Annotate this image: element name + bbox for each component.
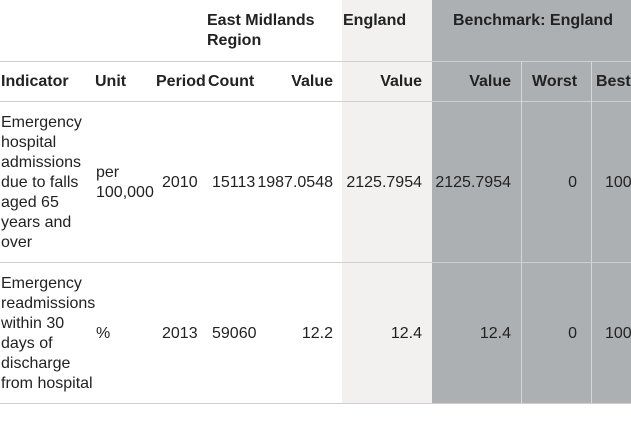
row-count: 59060 — [212, 325, 257, 342]
row-period: 2010 — [162, 174, 198, 191]
england-column-background — [342, 0, 432, 404]
row-period: 2013 — [162, 325, 198, 342]
row-value-region: 12.2 — [301, 325, 333, 342]
row-unit: per 100,000 — [96, 164, 154, 201]
benchmark-divider-2 — [591, 62, 592, 404]
row-divider — [0, 262, 631, 263]
column-header-best: Best — [596, 73, 631, 90]
column-header-period: Period — [156, 73, 206, 90]
row-unit: % — [96, 325, 111, 342]
row-value-benchmark: 12.4 — [479, 325, 511, 342]
england-group-header: England — [343, 12, 407, 29]
row-worst: 0 — [568, 174, 577, 191]
header-bottom-divider — [0, 101, 631, 102]
column-header-count: Count — [208, 73, 255, 90]
column-header-value-england: Value — [380, 73, 422, 90]
benchmark-column-background — [432, 0, 631, 404]
header-top-divider — [0, 61, 631, 62]
row-best: 100 — [605, 325, 631, 342]
column-header-unit: Unit — [95, 73, 127, 90]
row-indicator: Emergency hospital admissions due to fal… — [1, 114, 82, 251]
benchmark-divider-1 — [521, 62, 522, 404]
row-value-england: 2125.7954 — [346, 174, 422, 191]
column-header-indicator: Indicator — [1, 73, 69, 90]
row-worst: 0 — [568, 325, 577, 342]
row-indicator: Emergency readmissions within 30 days of… — [1, 275, 96, 392]
row-value-region: 1987.0548 — [257, 174, 333, 191]
row-count: 15113 — [212, 174, 256, 191]
column-header-worst: Worst — [532, 73, 578, 90]
row-value-benchmark: 2125.7954 — [435, 174, 511, 191]
row-value-england: 12.4 — [390, 325, 422, 342]
table-bottom-divider — [0, 403, 631, 404]
row-best: 100 — [605, 174, 631, 191]
benchmark-group-header: Benchmark: England — [453, 12, 614, 29]
column-header-value-region: Value — [291, 73, 333, 90]
column-header-value-benchmark: Value — [469, 73, 511, 90]
region-group-header: East Midlands Region — [207, 12, 315, 49]
